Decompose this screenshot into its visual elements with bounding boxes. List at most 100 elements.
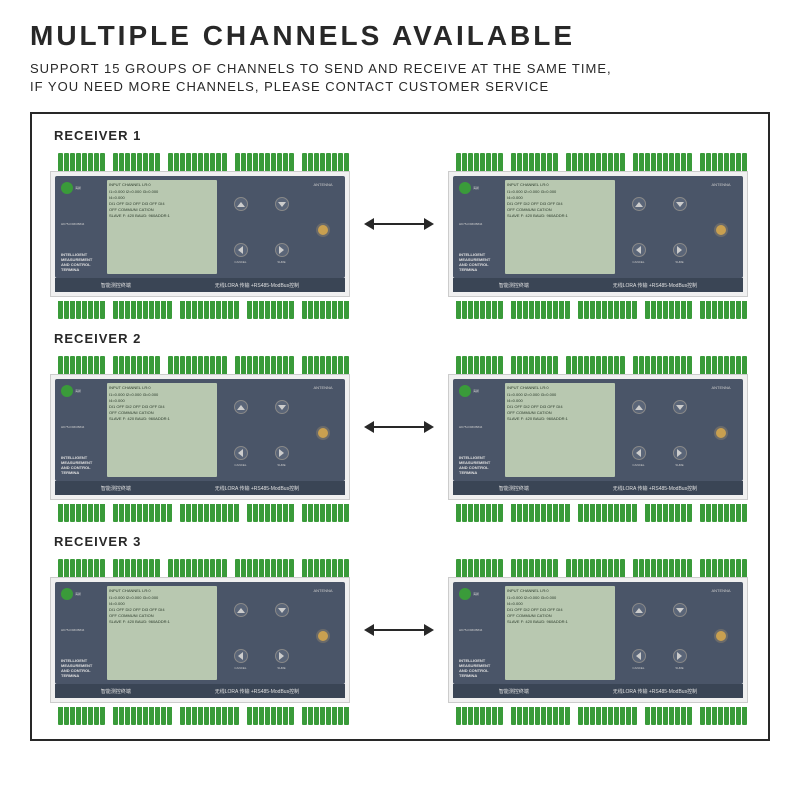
- cancel-button[interactable]: CANCEL: [630, 647, 648, 665]
- terminal-pin: [645, 153, 650, 171]
- sure-button[interactable]: SURE: [671, 241, 689, 259]
- antenna-connector-icon: [316, 426, 330, 440]
- terminal-pin: [100, 504, 105, 522]
- terminal-pin: [320, 356, 325, 374]
- terminal-pin: [559, 301, 564, 319]
- terminal-pin: [113, 153, 118, 171]
- terminal-pin: [687, 356, 692, 374]
- terminal-pin: [155, 301, 160, 319]
- terminal-pin: [730, 504, 735, 522]
- antenna-section: ANTENNA: [703, 180, 739, 274]
- terminal-pin: [633, 153, 638, 171]
- up-button[interactable]: [232, 195, 250, 213]
- terminal-pin: [584, 559, 589, 577]
- terminal-pin: [155, 356, 160, 374]
- antenna-connector-icon: [316, 223, 330, 237]
- terminal-pin: [706, 559, 711, 577]
- up-button[interactable]: [630, 195, 648, 213]
- cancel-button[interactable]: CANCEL: [232, 444, 250, 462]
- down-button[interactable]: [273, 398, 291, 416]
- terminal-pin: [663, 301, 668, 319]
- screen-line: DI1 OFF DI2 OFF DI3 OFF DI4: [507, 607, 613, 612]
- terminal-block: [578, 297, 637, 319]
- terminal-pin: [192, 356, 197, 374]
- terminal-pin: [332, 504, 337, 522]
- arrow-left-icon: [636, 246, 641, 254]
- terminal-pin: [547, 707, 552, 725]
- terminal-pin: [253, 559, 258, 577]
- terminal-pin: [113, 707, 118, 725]
- terminal-pin: [602, 504, 607, 522]
- terminal-pin: [687, 707, 692, 725]
- terminal-block: [456, 149, 503, 171]
- up-button[interactable]: [232, 398, 250, 416]
- terminal-pin: [344, 301, 349, 319]
- device-module: 海鹊 HK75-IOMCB844 INTELLIGENT MEASUREMENT…: [50, 149, 350, 319]
- sure-button[interactable]: SURE: [671, 647, 689, 665]
- terminal-pin: [620, 707, 625, 725]
- down-button[interactable]: [671, 195, 689, 213]
- terminal-pin: [283, 707, 288, 725]
- terminal-pin: [58, 153, 63, 171]
- sure-button[interactable]: SURE: [273, 647, 291, 665]
- up-button[interactable]: [630, 601, 648, 619]
- terminal-pin: [253, 707, 258, 725]
- terminal-pin: [535, 153, 540, 171]
- up-button[interactable]: [232, 601, 250, 619]
- sure-button[interactable]: SURE: [671, 444, 689, 462]
- terminal-pin: [651, 356, 656, 374]
- terminal-pin: [492, 559, 497, 577]
- terminal-pin: [271, 707, 276, 725]
- terminal-pin: [82, 153, 87, 171]
- terminal-pin: [529, 356, 534, 374]
- terminal-pin: [228, 301, 233, 319]
- terminal-pin: [302, 559, 307, 577]
- device-module: 海鹊 HK75-IOMCB844 INTELLIGENT MEASUREMENT…: [448, 352, 748, 522]
- terminal-pin: [596, 301, 601, 319]
- panel-left: 海鹊 HK75-IOMCB844 INTELLIGENT MEASUREMENT…: [457, 586, 501, 680]
- terminal-pin: [669, 707, 674, 725]
- terminal-pin: [308, 153, 313, 171]
- terminal-pin: [657, 301, 662, 319]
- terminal-pin: [100, 356, 105, 374]
- terminal-pin: [736, 356, 741, 374]
- terminal-pin: [541, 559, 546, 577]
- footer-text: 智能测控终端: [101, 485, 131, 492]
- footer-text: 智能测控终端: [499, 688, 529, 695]
- screen-line: I1=0.000 I2=0.000 I3=0.000: [507, 189, 613, 194]
- sure-button[interactable]: SURE: [273, 444, 291, 462]
- sure-button[interactable]: SURE: [273, 241, 291, 259]
- terminal-pin: [456, 504, 461, 522]
- screen-line: INPUT CHANNEL LR:0: [109, 182, 215, 187]
- cancel-button[interactable]: CANCEL: [232, 241, 250, 259]
- terminal-pin: [511, 356, 516, 374]
- terminal-pin: [338, 153, 343, 171]
- terminal-pin: [468, 356, 473, 374]
- terminal-block: [58, 297, 105, 319]
- down-button[interactable]: [273, 601, 291, 619]
- cancel-button[interactable]: CANCEL: [630, 444, 648, 462]
- footer-text: 无线LORA 传输 +RS485-ModBus控制: [613, 485, 697, 492]
- down-button[interactable]: [273, 195, 291, 213]
- antenna-connector-icon: [714, 223, 728, 237]
- terminal-pin: [681, 559, 686, 577]
- footer-strip: 智能测控终端 无线LORA 传输 +RS485-ModBus控制: [55, 481, 345, 495]
- terminal-pin: [125, 504, 130, 522]
- cancel-button[interactable]: CANCEL: [630, 241, 648, 259]
- cancel-button[interactable]: CANCEL: [232, 647, 250, 665]
- terminal-pin: [608, 559, 613, 577]
- terminal-pin: [326, 301, 331, 319]
- terminal-pin: [241, 559, 246, 577]
- terminal-pin: [462, 559, 467, 577]
- down-button[interactable]: [671, 398, 689, 416]
- lcd-screen: INPUT CHANNEL LR:0 I1=0.000 I2=0.000 I3=…: [505, 383, 615, 477]
- arrow-up-icon: [635, 405, 643, 410]
- terminal-block: [456, 297, 503, 319]
- down-button[interactable]: [671, 601, 689, 619]
- terminal-pin: [70, 153, 75, 171]
- up-button[interactable]: [630, 398, 648, 416]
- terminal-pin: [553, 504, 558, 522]
- terminal-pin: [332, 153, 337, 171]
- terminal-pin: [474, 153, 479, 171]
- terminal-pin: [590, 504, 595, 522]
